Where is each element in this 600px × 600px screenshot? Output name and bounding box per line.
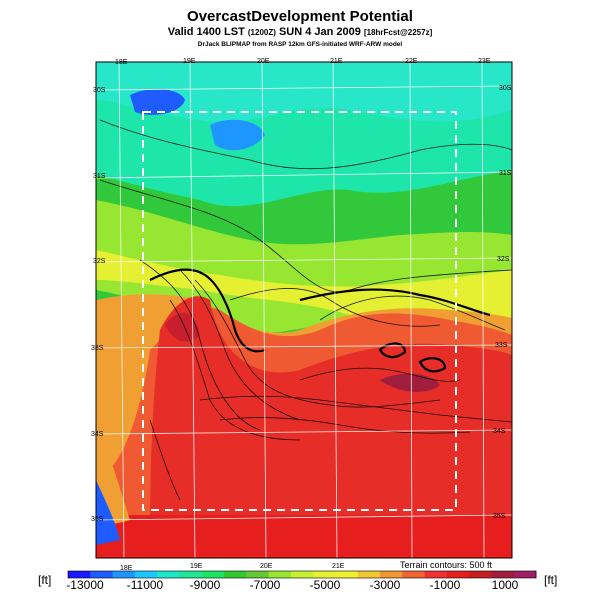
right-lat-label: 35S [493, 513, 506, 520]
colorbar-swatch [380, 571, 403, 578]
colorbar [67, 570, 537, 579]
colorbar-swatch [179, 571, 203, 578]
overcast-field [96, 62, 512, 558]
right-lat-label: 31S [499, 170, 512, 177]
model-credit: DrJack BLIPMAP from RASP 12km GFS-initia… [197, 41, 403, 48]
colorbar-swatch [335, 571, 359, 578]
map-frame [95, 61, 513, 559]
colorbar-swatch [246, 571, 270, 578]
colorbar-swatch [290, 571, 314, 578]
colorbar-swatch [491, 571, 515, 578]
bottom-lon-label: 20E [260, 563, 273, 570]
colorbar-swatch [112, 571, 136, 578]
forecast-hour: [18hrFcst@2257z] [363, 28, 433, 37]
left-lat-label: 31S [93, 173, 106, 180]
colorbar-tick: 1000 [491, 578, 519, 592]
colorbar-swatch [424, 571, 448, 578]
top-lon-label: 22E [405, 58, 418, 65]
bottom-lon-label: 19E [190, 563, 203, 570]
bottom-lon-label: 18E [120, 565, 133, 572]
left-lat-label: 33S [91, 345, 104, 352]
utc-time: (1200Z) [247, 28, 276, 37]
graticule-labels: 18E 19E 20E 21E 22E 23E 18E 19E 20E 21E … [91, 58, 512, 572]
colorbar-tick: -5000 [309, 578, 341, 592]
colorbar-tick: -11000 [126, 578, 164, 592]
right-lat-label: 34S [493, 428, 506, 435]
colorbar-tick: -3000 [369, 578, 401, 592]
colorbar-border [67, 570, 537, 579]
colorbar-swatch [513, 571, 537, 578]
top-lon-label: 20E [257, 58, 270, 65]
terrain-contours [99, 119, 512, 501]
left-lat-label: 32S [93, 258, 106, 265]
colorbar-swatch [157, 571, 180, 578]
colorbar-swatch [469, 571, 492, 578]
colorbar-tick: -9000 [189, 578, 221, 592]
map-title: OvercastDevelopment Potential [187, 8, 413, 25]
colorbar-swatch [224, 571, 247, 578]
left-lat-label: 30S [93, 87, 106, 94]
colorbar-unit-left: [ft] [38, 573, 52, 587]
top-lon-label: 18E [115, 59, 128, 66]
bottom-lon-label: 21E [332, 563, 345, 570]
colorbar-swatch [313, 571, 336, 578]
colorbar-tick: -13000 [66, 578, 104, 592]
top-lon-label: 23E [478, 58, 491, 65]
colorbar-swatch [201, 571, 225, 578]
valid-time: Valid 1400 LST [167, 26, 245, 38]
graticule-lines [95, 61, 513, 559]
colorbar-tick: -1000 [429, 578, 461, 592]
map-subtitle: Valid 1400 LST (1200Z) SUN 4 Jan 2009 [1… [0, 26, 600, 38]
colorbar-swatch [357, 571, 381, 578]
forecast-date: SUN 4 Jan 2009 [278, 26, 361, 38]
top-lon-label: 21E [330, 58, 343, 65]
right-lat-label: 32S [497, 256, 510, 263]
colorbar-swatch [402, 571, 426, 578]
colorbar-swatch [446, 571, 470, 578]
right-lat-label: 30S [499, 85, 512, 92]
right-lat-label: 33S [495, 342, 508, 349]
inner-domain-box [142, 111, 457, 511]
colorbar-swatch [90, 571, 114, 578]
left-lat-label: 34S [91, 431, 104, 438]
colorbar-swatch [68, 571, 91, 578]
top-lon-label: 19E [183, 58, 196, 65]
left-lat-label: 35S [91, 516, 104, 523]
colorbar-tick: -7000 [249, 578, 281, 592]
colorbar-swatch [134, 571, 158, 578]
colorbar-unit-right: [ft] [544, 573, 558, 587]
terrain-contour-note: Terrain contours: 500 ft [400, 560, 493, 570]
colorbar-swatch [268, 571, 292, 578]
colorbar-ticks: -13000 -11000 -9000 -7000 -5000 -3000 -1… [0, 578, 600, 594]
